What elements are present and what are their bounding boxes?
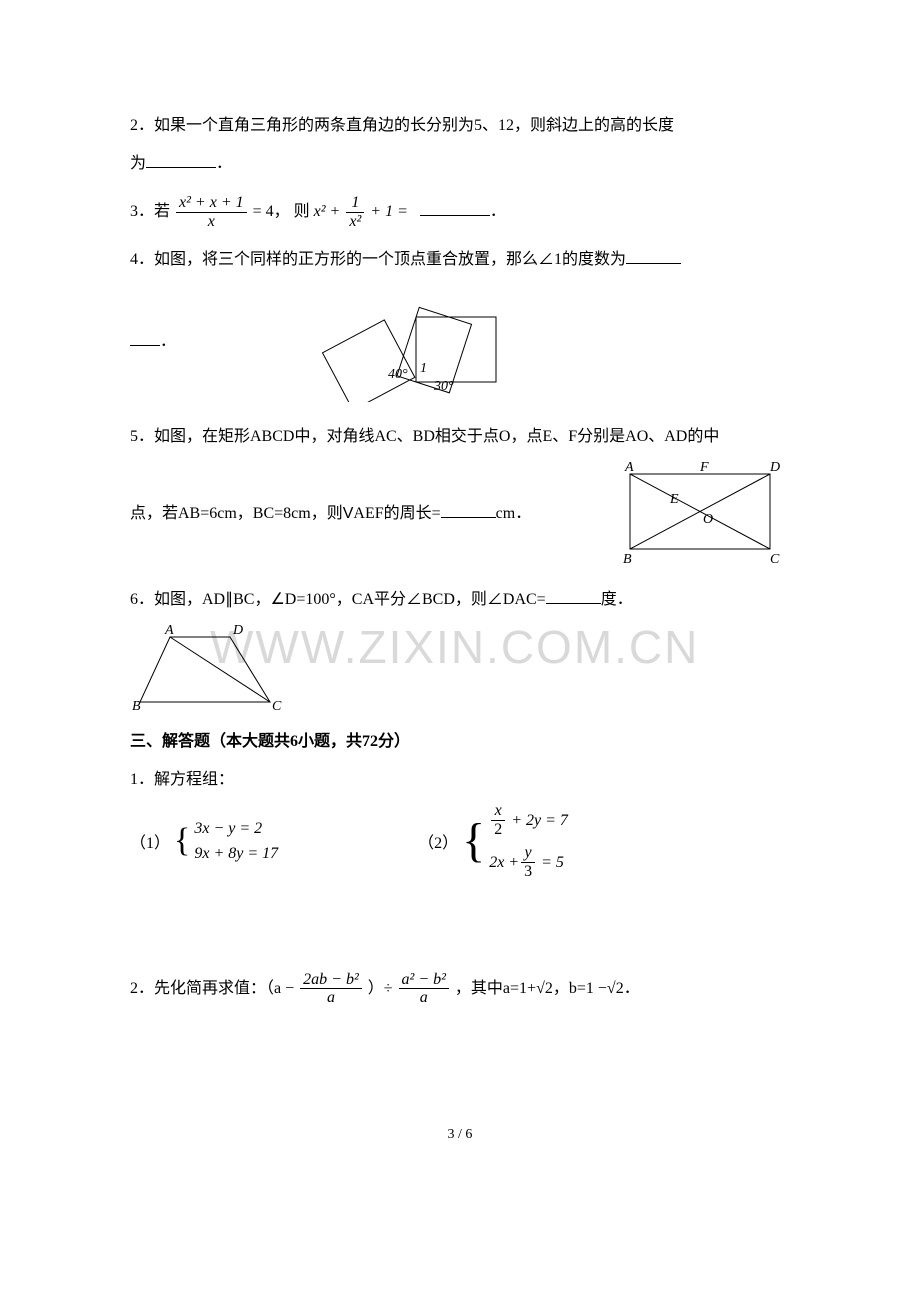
p31-systems: （1） { 3x − y = 2 9x + 8y = 17 （2） { x2 +… [130, 802, 790, 880]
q5-unit: cm． [496, 505, 532, 522]
p32-mid: ）÷ [368, 979, 393, 996]
q5-text1: 5．如图，在矩形ABCD中，对角线AC、BD相交于点O，点E、F分别是AO、AD… [130, 428, 719, 445]
p31-sub2-label: （2） [418, 829, 458, 853]
q6-blank [546, 587, 601, 604]
q3-frac1: x² + x + 1 x [176, 194, 247, 230]
q4-period: ． [160, 333, 176, 350]
q6-B: B [132, 699, 141, 714]
p31-sys1: （1） { 3x − y = 2 9x + 8y = 17 [130, 802, 278, 880]
q4-line1: 4．如图，将三个同样的正方形的一个顶点重合放置，那么∠1的度数为 [130, 244, 790, 276]
p32-period: ． [624, 979, 640, 996]
p32-f1: 2ab − b² a [300, 971, 362, 1007]
q5-B: B [623, 552, 632, 567]
q3-frac2: 1 x² [346, 194, 364, 230]
q5-F: F [699, 460, 709, 475]
q3-f2-num: 1 [351, 194, 359, 211]
q5-text2a: 点，若AB=6cm，BC=8cm，则 [130, 505, 343, 522]
q4-label-1: 1 [420, 361, 427, 376]
p31-s1-eq1: 3x − y = 2 [194, 816, 278, 842]
p31-s2-e2a: 2x + [489, 853, 519, 872]
p32: 2．先化简再求值：（a − 2ab − b² a ）÷ a² − b² a ，其… [130, 971, 790, 1007]
q5-C: C [770, 552, 780, 567]
q5-text2b: AEF的周长= [353, 505, 440, 522]
p32-sqrt2a: √2 [536, 979, 553, 996]
q3-prefix: 3．若 [130, 203, 170, 220]
q2-text-b: 为 [130, 155, 146, 172]
q4-row: ． 40° 1 30° [130, 282, 790, 407]
q4-blank1 [626, 247, 681, 264]
p32-prefix: 2．先化简再求值：（a − [130, 979, 294, 996]
q6-text: 6．如图，AD∥BC，∠D=100°，CA平分∠BCD，则∠DAC= [130, 591, 546, 608]
p32-sqrt2b: √2 [607, 979, 624, 996]
q3-f2-den: x² [349, 213, 361, 230]
p31-s2-e2c: 3 [521, 863, 535, 881]
q4-text: 4．如图，将三个同样的正方形的一个顶点重合放置，那么∠1的度数为 [130, 251, 626, 268]
p32-f2: a² − b² a [399, 971, 449, 1007]
p32-f1d: a [327, 989, 335, 1006]
p32-suffix: ，其中a=1+ [455, 979, 536, 996]
q2-text-a: 2．如果一个直角三角形的两条直角边的长分别为5、12，则斜边上的高的长度 [130, 117, 674, 134]
q5-O: O [703, 512, 713, 527]
q3-eq4: = 4， [253, 203, 290, 220]
p31-s1-eq2: 9x + 8y = 17 [194, 841, 278, 867]
p31-s2-e1a: x [491, 802, 505, 821]
p31-sys2: （2） { x2 + 2y = 7 2x + y3 = 5 [418, 802, 568, 880]
q3-then: 则 [294, 203, 310, 220]
q3-f1-den: x [208, 213, 215, 230]
p31-s2-e1c: + 2y = 7 [511, 811, 568, 830]
q6-line: 6．如图，AD∥BC，∠D=100°，CA平分∠BCD，则∠DAC= 度． [130, 584, 790, 616]
q4-label-40: 40° [388, 367, 408, 382]
q6-C: C [272, 699, 282, 714]
q4-label-30: 30° [433, 379, 454, 394]
p32-comma: ，b=1 − [553, 979, 607, 996]
q3-blank [420, 199, 490, 216]
section3-title: 三、解答题（本大题共6小题，共72分） [130, 726, 790, 758]
q6-A: A [164, 623, 174, 638]
p31-text: 1．解方程组： [130, 764, 790, 796]
q5-figure: A F D E O B C [615, 459, 790, 574]
p31-s2-e2b: y [521, 844, 535, 863]
p31-s2-e1b: 2 [491, 821, 505, 839]
p32-f2n: a² − b² [402, 971, 446, 988]
q6-D: D [232, 623, 243, 638]
q6-figure: A D B C [130, 622, 310, 722]
q3-expr-b: + 1 = [370, 203, 408, 220]
q5-E: E [669, 492, 679, 507]
q3-f1-num: x² + x + 1 [179, 194, 244, 211]
q5-A: A [624, 460, 634, 475]
q3-expr-a: x² + [314, 203, 341, 220]
p31-sub1-label: （1） [130, 829, 170, 853]
p32-f1n: 2ab − b² [303, 971, 359, 988]
q2-period: ． [216, 155, 232, 172]
q4-figure: 40° 1 30° [316, 282, 526, 407]
q6-unit: 度． [601, 591, 633, 608]
q4-blank2 [130, 329, 160, 346]
q3: 3．若 x² + x + 1 x = 4， 则 x² + 1 x² + 1 = … [130, 194, 790, 230]
q2-blank [146, 151, 216, 168]
q2-line1: 2．如果一个直角三角形的两条直角边的长分别为5、12，则斜边上的高的长度 [130, 110, 790, 142]
q2-line2: 为． [130, 148, 790, 180]
q5-row: 点，若AB=6cm，BC=8cm，则VAEF的周长=cm． A F D E O … [130, 459, 790, 574]
page-footer: 3 / 6 [130, 1127, 790, 1143]
q5-D: D [769, 460, 780, 475]
q5-line1: 5．如图，在矩形ABCD中，对角线AC、BD相交于点O，点E、F分别是AO、AD… [130, 421, 790, 453]
q3-period: ． [490, 203, 506, 220]
p31-s2-e2d: = 5 [541, 853, 564, 872]
p32-f2d: a [420, 989, 428, 1006]
q5-blank [441, 501, 496, 518]
